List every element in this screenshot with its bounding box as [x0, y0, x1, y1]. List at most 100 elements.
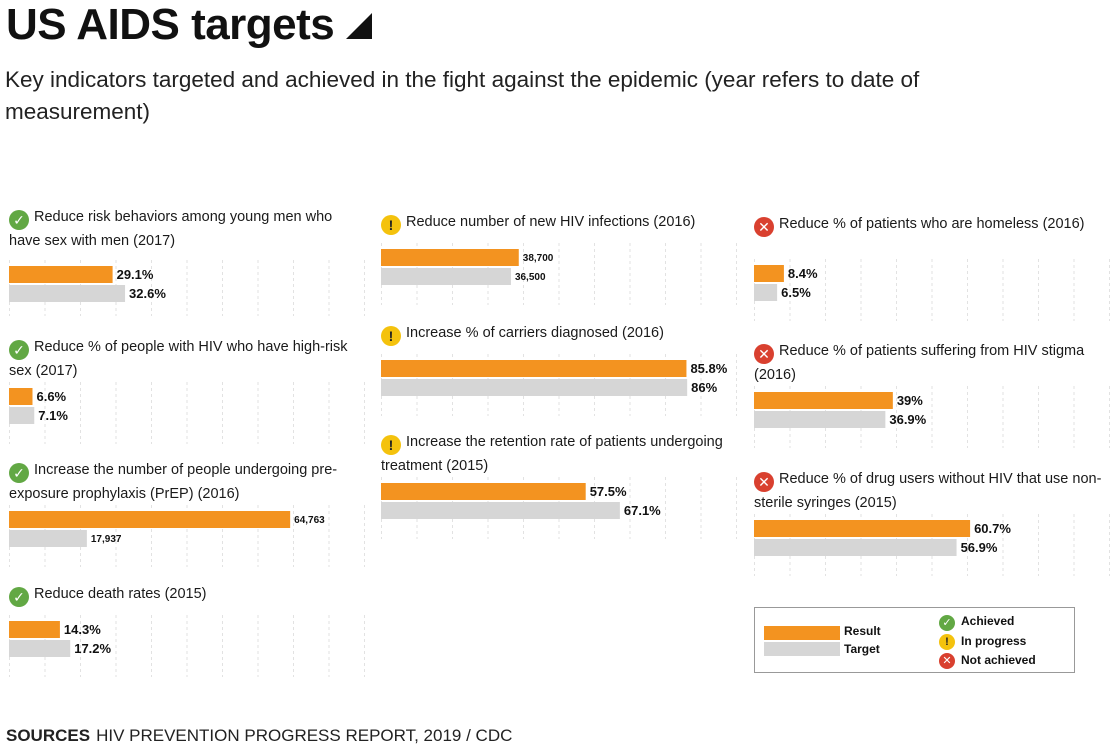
- target-bar: [381, 379, 688, 396]
- target-bar: [9, 285, 126, 302]
- indicator-title-text: Reduce % of patients suffering from HIV …: [754, 343, 1085, 383]
- indicator-title-text: Increase the retention rate of patients …: [381, 434, 723, 474]
- legend-result-label: Result: [844, 624, 881, 638]
- indicator-title: ! Increase the retention rate of patients…: [381, 431, 737, 477]
- indicator-title-text: Increase % of carriers diagnosed (2016): [406, 325, 664, 341]
- target-value-label: 17,937: [91, 534, 122, 545]
- cross-icon: ✕: [754, 217, 774, 237]
- title-text: US AIDS targets: [6, 0, 335, 49]
- indicator-panel: ✕ Reduce % of drug users without HIV that…: [754, 468, 1110, 578]
- legend-target-swatch: [764, 642, 840, 656]
- exclamation-icon: !: [939, 634, 955, 650]
- target-value-label: 67.1%: [624, 503, 661, 518]
- target-value-label: 32.6%: [129, 286, 166, 301]
- triangle-icon: [346, 13, 373, 39]
- legend-in-progress-label: In progress: [961, 634, 1027, 648]
- indicator-title: ! Increase % of carriers diagnosed (2016): [381, 322, 737, 346]
- bar-chart: 8.4% 6.5%: [754, 265, 818, 301]
- result-bar: [9, 511, 291, 528]
- target-bar: [754, 539, 957, 556]
- result-value-label: 29.1%: [117, 267, 154, 282]
- check-icon: ✓: [9, 210, 29, 230]
- sources-label: SOURCES: [6, 726, 91, 745]
- check-icon: ✓: [939, 615, 955, 631]
- target-bar: [381, 502, 620, 519]
- result-value-label: 85.8%: [690, 361, 727, 376]
- target-bar: [9, 530, 87, 547]
- indicator-title-text: Reduce % of drug users without HIV that …: [754, 471, 1102, 511]
- indicator-title: ✓ Increase the number of people undergoin…: [9, 459, 365, 505]
- target-value-label: 6.5%: [781, 285, 811, 300]
- indicator-panel: ✓ Reduce % of people with HIV who have hi…: [9, 336, 365, 446]
- exclamation-icon: !: [381, 215, 401, 235]
- sources-text: HIV PREVENTION PROGRESS REPORT, 2019 / C…: [96, 726, 513, 745]
- indicator-title-text: Reduce number of new HIV infections (201…: [406, 214, 696, 230]
- target-bar: [754, 411, 886, 428]
- result-bar: [9, 388, 33, 405]
- indicator-panel: ✕ Reduce % of patients who are homeless (…: [754, 213, 1110, 323]
- check-icon: ✓: [9, 340, 29, 360]
- result-value-label: 8.4%: [788, 266, 818, 281]
- result-bar: [754, 520, 971, 537]
- sources-note: SOURCES HIV PREVENTION PROGRESS REPORT, 2…: [6, 726, 512, 746]
- bar-chart: 29.1% 32.6%: [9, 266, 166, 302]
- result-bar: [381, 249, 519, 266]
- indicator-title-text: Reduce % of patients who are homeless (2…: [779, 216, 1085, 232]
- bar-chart: 39% 36.9%: [754, 392, 927, 428]
- target-value-label: 86%: [691, 380, 717, 395]
- target-value-label: 17.2%: [74, 641, 111, 656]
- result-value-label: 6.6%: [36, 389, 66, 404]
- result-value-label: 38,700: [523, 253, 554, 264]
- check-icon: ✓: [9, 463, 29, 483]
- indicator-title: ✓ Reduce risk behaviors among young men w…: [9, 206, 365, 252]
- result-value-label: 57.5%: [590, 484, 627, 499]
- indicator-panel: ✓ Increase the number of people undergoin…: [9, 459, 365, 569]
- result-bar: [381, 483, 586, 500]
- bar-chart: 64,763 17,937: [9, 511, 325, 547]
- target-value-label: 36,500: [515, 272, 546, 283]
- legend-result-swatch: [764, 626, 840, 640]
- result-bar: [381, 360, 687, 377]
- page-subtitle: Key indicators targeted and achieved in …: [5, 67, 920, 124]
- result-bar: [754, 392, 893, 409]
- bar-chart: 38,700 36,500: [381, 249, 554, 285]
- bar-chart: 6.6% 7.1%: [9, 388, 68, 424]
- target-bar: [9, 640, 71, 657]
- indicator-panel: ✓ Reduce death rates (2015) 14.3% 17.2%: [9, 583, 365, 693]
- indicator-title: ✕ Reduce % of patients who are homeless (…: [754, 213, 1110, 237]
- indicator-title-text: Reduce risk behaviors among young men wh…: [9, 209, 333, 249]
- check-icon: ✓: [9, 587, 29, 607]
- bar-chart: 85.8% 86%: [381, 360, 728, 396]
- target-value-label: 7.1%: [38, 408, 68, 423]
- result-bar: [9, 621, 60, 638]
- exclamation-icon: !: [381, 326, 401, 346]
- result-value-label: 14.3%: [64, 622, 101, 637]
- indicator-title: ✕ Reduce % of drug users without HIV that…: [754, 468, 1110, 514]
- indicator-panel: ✓ Reduce risk behaviors among young men w…: [9, 206, 365, 316]
- result-value-label: 64,763: [294, 515, 325, 526]
- result-value-label: 60.7%: [974, 521, 1011, 536]
- target-value-label: 36.9%: [889, 412, 926, 427]
- page-title: US AIDS targets: [6, 0, 373, 50]
- target-bar: [754, 284, 778, 301]
- target-bar: [9, 407, 35, 424]
- target-bar: [381, 268, 511, 285]
- legend-target-label: Target: [844, 642, 880, 656]
- cross-icon: ✕: [754, 472, 774, 492]
- result-bar: [9, 266, 113, 283]
- bar-chart: 14.3% 17.2%: [9, 621, 112, 657]
- legend: Result Target ✓ Achieved ! In progress ✕…: [754, 607, 1075, 673]
- indicator-title-text: Reduce death rates (2015): [34, 586, 207, 602]
- indicator-title: ✕ Reduce % of patients suffering from HIV…: [754, 340, 1110, 386]
- result-bar: [754, 265, 784, 282]
- legend-achieved-label: Achieved: [961, 614, 1015, 628]
- indicator-panel: ! Reduce number of new HIV infections (20…: [381, 211, 737, 321]
- bar-chart: 57.5% 67.1%: [381, 483, 661, 519]
- cross-icon: ✕: [939, 653, 955, 669]
- cross-icon: ✕: [754, 344, 774, 364]
- indicator-title: ✓ Reduce death rates (2015): [9, 583, 365, 607]
- indicator-panel: ✕ Reduce % of patients suffering from HIV…: [754, 340, 1110, 450]
- indicator-title-text: Increase the number of people undergoing…: [9, 462, 338, 502]
- indicator-title: ! Reduce number of new HIV infections (20…: [381, 211, 737, 235]
- indicator-panel: ! Increase the retention rate of patients…: [381, 431, 737, 541]
